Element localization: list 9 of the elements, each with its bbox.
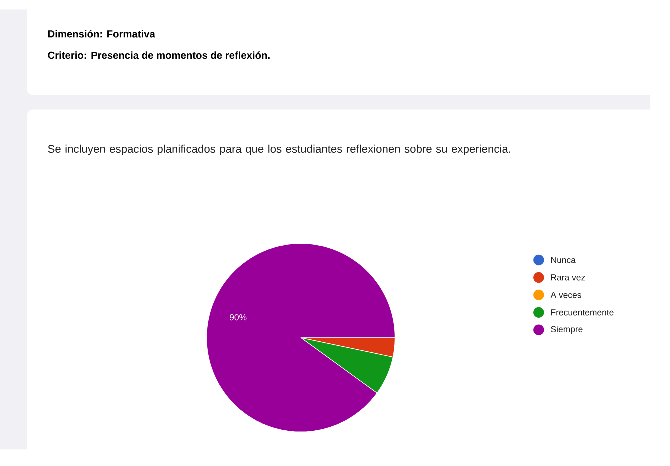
legend-label: Nunca	[551, 257, 576, 264]
legend-label: Rara vez	[551, 274, 586, 281]
legend-label: Siempre	[551, 326, 583, 334]
text: Dimensión: Formativa	[48, 30, 156, 38]
legend-label: A veces	[550, 292, 582, 298]
chart-title: Se incluyen espacios planificados para que los estudiantes reflexionen sobre su experiencia.	[48, 144, 510, 156]
data-label: 90%	[230, 314, 247, 321]
legend-label: Frecuentemente	[551, 310, 614, 316]
text: Criterio: Presencia de momentos de reflexión.	[48, 52, 270, 60]
